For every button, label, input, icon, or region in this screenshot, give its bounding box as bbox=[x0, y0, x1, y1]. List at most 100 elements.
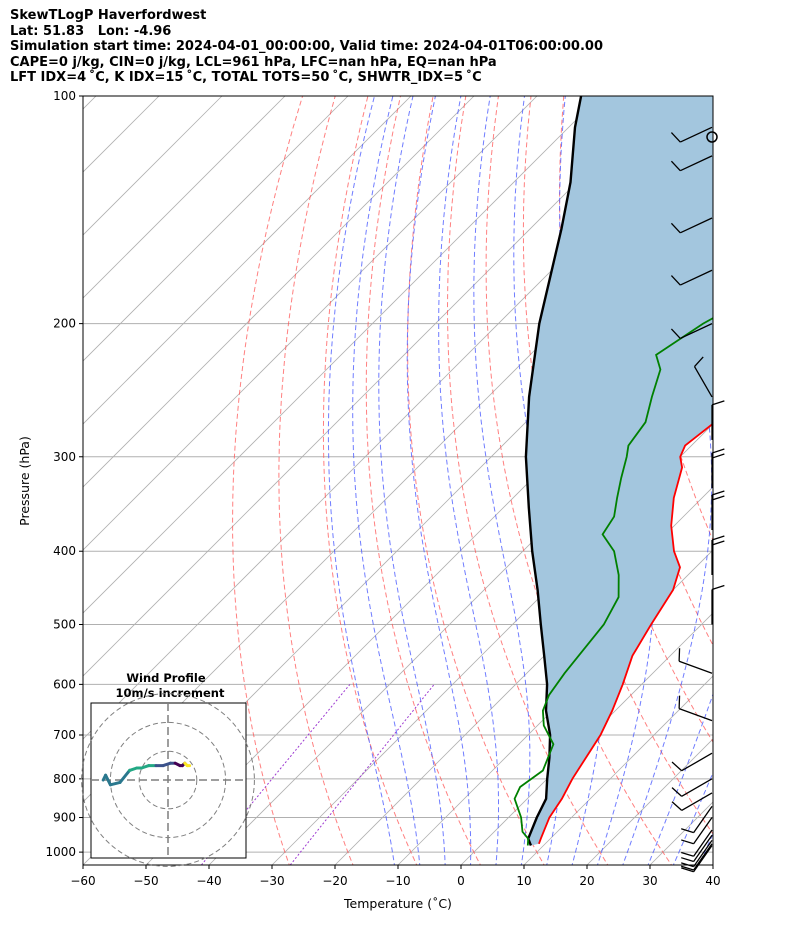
inset-range-ring bbox=[81, 693, 255, 867]
x-tick-label: −10 bbox=[385, 874, 410, 888]
wind-barb-staff bbox=[693, 366, 713, 398]
moist-adiabat-line bbox=[406, 96, 472, 865]
isotherm-line bbox=[83, 96, 475, 488]
x-axis-label: Temperature (˚C) bbox=[343, 896, 452, 911]
wind-barb bbox=[681, 845, 713, 873]
wind-barb-flag bbox=[694, 356, 704, 368]
wind-barb bbox=[711, 448, 725, 489]
isotherm-line bbox=[397, 549, 713, 865]
y-tick-label: 200 bbox=[53, 317, 76, 331]
wind-barb bbox=[671, 792, 713, 811]
wind-barb bbox=[711, 584, 725, 625]
dry-adiabat-line bbox=[407, 96, 545, 865]
wind-barb bbox=[671, 778, 713, 797]
wind-barb-flag bbox=[711, 535, 725, 541]
y-tick-label: 900 bbox=[53, 811, 76, 825]
wind-barb-flag bbox=[670, 275, 681, 286]
dry-adiabat-line bbox=[232, 96, 304, 865]
wind-barb bbox=[681, 806, 713, 834]
wind-barb-staff bbox=[680, 217, 713, 234]
isotherm-line bbox=[712, 864, 713, 865]
dry-adiabat-line bbox=[727, 96, 794, 868]
y-axis: 1000 900 800 700 600 500 400 300 200 100 bbox=[45, 89, 83, 859]
wind-barb-staff bbox=[681, 778, 713, 797]
dry-adiabat-line bbox=[278, 96, 354, 865]
wind-barb-flag bbox=[670, 328, 681, 339]
inset-wind-trace-segment bbox=[118, 768, 132, 784]
location-coordinates: Lat: 51.83 Lon: -4.96 bbox=[10, 23, 172, 39]
wind-barb-flag bbox=[711, 453, 725, 459]
wind-barb-flag bbox=[711, 400, 725, 406]
wind-barb-flag bbox=[681, 828, 694, 834]
wind-barb-flag bbox=[670, 132, 681, 143]
parcel-profile-line bbox=[524, 96, 583, 846]
y-tick-label: 500 bbox=[53, 618, 76, 632]
wind-barb-flag bbox=[711, 448, 725, 454]
isotherm-line bbox=[83, 96, 538, 551]
wind-barb bbox=[681, 840, 713, 868]
wind-barb bbox=[671, 752, 713, 772]
wind-barb bbox=[678, 648, 713, 674]
inset-wind-trace-segment bbox=[108, 780, 122, 787]
moist-adiabat-line bbox=[438, 96, 499, 865]
cin-shading bbox=[525, 96, 713, 846]
stability-parameters: CAPE=0 j/kg, CIN=0 j/kg, LCL=961 hPa, LF… bbox=[10, 54, 497, 70]
wind-barb bbox=[678, 695, 713, 722]
isotherm-line bbox=[83, 96, 286, 299]
x-tick-label: −40 bbox=[196, 874, 221, 888]
index-values: LFT IDX=4 ˚C, K IDX=15 ˚C, TOTAL TOTS=50… bbox=[10, 70, 482, 85]
inset-subtitle: 10m/s increment bbox=[116, 686, 225, 700]
wind-barb bbox=[711, 490, 725, 531]
isotherm-line bbox=[83, 96, 349, 362]
x-tick-label: −30 bbox=[259, 874, 284, 888]
moist-adiabat-line bbox=[473, 96, 531, 865]
wind-barb-staff bbox=[681, 752, 713, 772]
y-tick-label: 600 bbox=[53, 677, 76, 691]
wind-barb-flag bbox=[671, 787, 683, 797]
wind-barb-staff bbox=[680, 155, 713, 172]
dewpoint-profile-line bbox=[513, 317, 713, 846]
x-tick-label: 0 bbox=[457, 874, 465, 888]
temperature-profile-line bbox=[538, 422, 713, 845]
wind-barb bbox=[711, 535, 725, 575]
wind-barb-flag bbox=[711, 584, 725, 591]
moist-adiabat-line bbox=[672, 771, 713, 865]
wind-barb-staff bbox=[693, 843, 713, 871]
dry-adiabat-line bbox=[322, 96, 418, 865]
wind-barb-staff bbox=[693, 817, 713, 845]
wind-profile-inset: Wind Profile 10m/s increment bbox=[81, 671, 255, 867]
wind-barb bbox=[681, 834, 713, 863]
y-tick-label: 700 bbox=[53, 728, 76, 742]
wind-barb-staff bbox=[680, 269, 713, 286]
x-tick-label: −20 bbox=[322, 874, 347, 888]
wind-barb-staff bbox=[681, 792, 713, 811]
wind-barb-staff bbox=[680, 323, 713, 339]
x-axis: −60 −50 −40 −30 −20 −10 0 10 20 30 40 bbox=[70, 865, 721, 888]
isotherm-line bbox=[83, 96, 223, 236]
wind-barb-flag bbox=[670, 222, 681, 234]
wind-barb-flag bbox=[681, 862, 694, 868]
wind-barb-flag bbox=[711, 495, 725, 501]
wind-barb-flag bbox=[681, 867, 694, 873]
wind-barb bbox=[670, 269, 713, 286]
wind-barb-flag bbox=[671, 801, 683, 811]
wind-barb bbox=[670, 323, 713, 339]
wind-barb-flag bbox=[670, 160, 681, 172]
wind-barb bbox=[693, 356, 713, 398]
x-tick-label: 10 bbox=[516, 874, 531, 888]
wind-barb-flag bbox=[681, 857, 694, 863]
moist-adiabat-line bbox=[327, 96, 395, 865]
wind-barb bbox=[681, 843, 713, 871]
wind-barb-flag bbox=[681, 865, 694, 871]
wind-barb-staff bbox=[693, 834, 713, 862]
wind-barb-staff bbox=[678, 660, 713, 674]
y-tick-label: 800 bbox=[53, 772, 76, 786]
wind-barb-staff bbox=[680, 126, 713, 143]
x-tick-label: 40 bbox=[705, 874, 720, 888]
isotherm-line bbox=[83, 96, 664, 677]
moist-adiabat-line bbox=[378, 96, 446, 865]
wind-barb-flag bbox=[671, 761, 683, 772]
wind-barb-staff bbox=[693, 829, 713, 857]
wind-barbs bbox=[670, 126, 725, 873]
